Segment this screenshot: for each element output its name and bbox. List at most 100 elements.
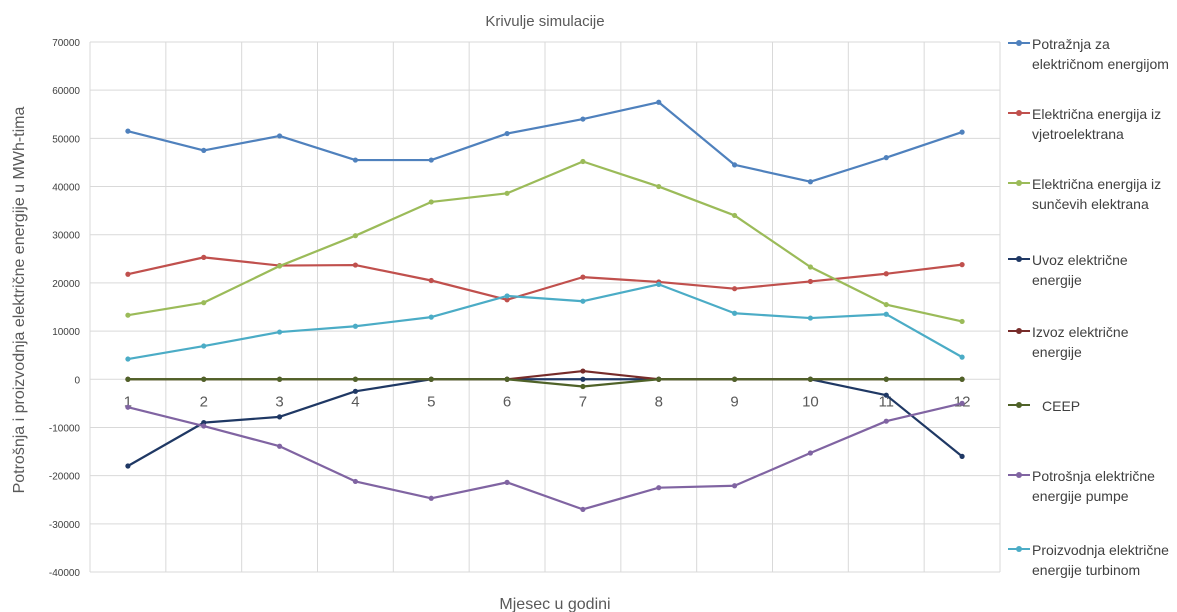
data-point bbox=[959, 400, 965, 406]
data-point bbox=[807, 264, 814, 270]
y-axis-ticks: -40000 -30000 -20000 -10000 0 10000 20000 30000… bbox=[49, 38, 81, 579]
data-point bbox=[352, 388, 359, 394]
y-tick-label: 40000 bbox=[52, 183, 80, 194]
x-tick-label: 1 bbox=[124, 393, 132, 410]
legend-label: Uvoz električne energije bbox=[1032, 252, 1128, 288]
data-point bbox=[580, 274, 586, 280]
data-point bbox=[125, 271, 131, 277]
chart-title: Krivulje simulacije bbox=[485, 13, 604, 30]
data-point bbox=[504, 130, 510, 137]
y-tick-label: 60000 bbox=[52, 86, 80, 97]
data-point bbox=[428, 495, 434, 501]
data-point bbox=[276, 414, 283, 420]
data-point bbox=[807, 278, 814, 285]
legend-entry: Potražnja za električnom energijom bbox=[1008, 34, 1177, 74]
gridlines bbox=[89, 41, 1001, 573]
legend-swatch bbox=[1008, 36, 1030, 50]
data-point bbox=[428, 157, 434, 163]
data-point bbox=[428, 199, 434, 205]
series-line bbox=[127, 283, 963, 361]
legend-label: Potražnja za električnom energijom bbox=[1032, 36, 1169, 72]
legend-swatch bbox=[1008, 324, 1030, 338]
x-tick-label: 2 bbox=[200, 393, 208, 410]
data-point bbox=[959, 129, 965, 135]
x-tick-label: 9 bbox=[730, 393, 738, 410]
legend-entry: Proizvodnja električne energije turbinom bbox=[1008, 540, 1177, 580]
data-point bbox=[883, 392, 889, 398]
data-point bbox=[959, 354, 965, 360]
data-point bbox=[807, 376, 814, 382]
data-point bbox=[352, 376, 359, 382]
legend-swatch bbox=[1008, 176, 1030, 190]
data-point bbox=[656, 99, 662, 105]
data-point bbox=[731, 286, 738, 292]
y-tick-label: -40000 bbox=[49, 568, 81, 579]
legend-entry: Potrošnja električne energije pumpe bbox=[1008, 466, 1177, 506]
data-point bbox=[504, 376, 510, 382]
data-point bbox=[580, 368, 586, 374]
y-tick-label: 70000 bbox=[52, 38, 80, 49]
data-point bbox=[201, 423, 207, 429]
series-line bbox=[127, 256, 963, 301]
data-point bbox=[201, 300, 207, 306]
legend-entry: Električna energija iz vjetroelektrana bbox=[1008, 104, 1177, 144]
data-point bbox=[504, 479, 510, 485]
data-point bbox=[125, 404, 131, 410]
data-point bbox=[580, 116, 586, 122]
data-point bbox=[883, 376, 889, 382]
legend-swatch bbox=[1008, 398, 1030, 412]
data-point bbox=[352, 323, 359, 329]
data-point bbox=[276, 263, 283, 269]
x-tick-label: 3 bbox=[275, 393, 283, 410]
legend-label: CEEP bbox=[1042, 398, 1081, 414]
data-point bbox=[352, 262, 359, 268]
y-tick-label: 50000 bbox=[52, 134, 80, 145]
y-axis-label: Potrošnja i proizvodnja električne energ… bbox=[11, 106, 28, 493]
y-tick-label: 0 bbox=[74, 375, 80, 386]
x-tick-label: 4 bbox=[351, 393, 359, 410]
legend-label: Električna energija iz vjetroelektrana bbox=[1032, 106, 1162, 142]
data-point bbox=[731, 162, 738, 168]
legend-swatch bbox=[1008, 106, 1030, 120]
data-point bbox=[201, 343, 207, 349]
data-point bbox=[201, 147, 207, 154]
data-point bbox=[352, 478, 359, 485]
data-point bbox=[731, 483, 738, 489]
data-point bbox=[883, 271, 889, 277]
data-point bbox=[883, 311, 889, 317]
data-point bbox=[276, 133, 283, 139]
data-point bbox=[352, 233, 359, 239]
legend-entry: Izvoz električne energije bbox=[1008, 322, 1177, 362]
legend-label: Proizvodnja električne energije turbinom bbox=[1032, 542, 1169, 578]
y-tick-label: 10000 bbox=[52, 327, 80, 338]
data-point bbox=[580, 376, 586, 382]
data-point bbox=[276, 329, 283, 335]
data-point bbox=[807, 315, 814, 321]
data-point bbox=[883, 301, 889, 308]
y-tick-label: 20000 bbox=[52, 279, 80, 290]
series-line bbox=[127, 101, 963, 183]
series-line bbox=[127, 378, 963, 388]
y-tick-label: 30000 bbox=[52, 231, 80, 242]
x-tick-label: 6 bbox=[503, 393, 511, 410]
data-point bbox=[731, 376, 738, 382]
data-point bbox=[428, 277, 434, 284]
data-point bbox=[276, 376, 283, 382]
x-tick-label: 7 bbox=[579, 393, 587, 410]
y-tick-label: -30000 bbox=[49, 520, 81, 531]
series-8 bbox=[125, 281, 965, 362]
data-point bbox=[125, 356, 131, 362]
series-7 bbox=[125, 400, 965, 512]
data-point bbox=[807, 450, 814, 456]
legend-entry: Uvoz električne energije bbox=[1008, 250, 1177, 290]
data-point bbox=[959, 376, 965, 382]
data-point bbox=[201, 254, 207, 260]
data-point bbox=[504, 297, 510, 303]
legend-label: Električna energija iz sunčevih elektran… bbox=[1032, 176, 1162, 212]
series-1 bbox=[125, 99, 965, 185]
legend-entry: CEEP bbox=[1008, 396, 1177, 416]
y-tick-label: -10000 bbox=[49, 423, 81, 434]
data-point bbox=[580, 298, 586, 304]
data-point bbox=[352, 157, 359, 163]
